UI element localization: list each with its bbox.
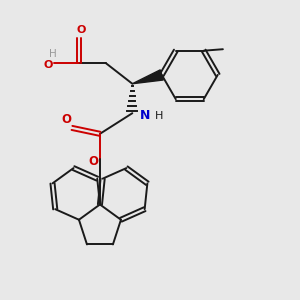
Text: H: H: [154, 110, 163, 121]
Text: N: N: [140, 109, 150, 122]
Text: O: O: [76, 25, 86, 34]
Polygon shape: [132, 70, 163, 84]
Text: O: O: [62, 113, 72, 126]
Text: O: O: [44, 60, 53, 70]
Text: H: H: [49, 49, 57, 59]
Text: O: O: [88, 155, 98, 168]
